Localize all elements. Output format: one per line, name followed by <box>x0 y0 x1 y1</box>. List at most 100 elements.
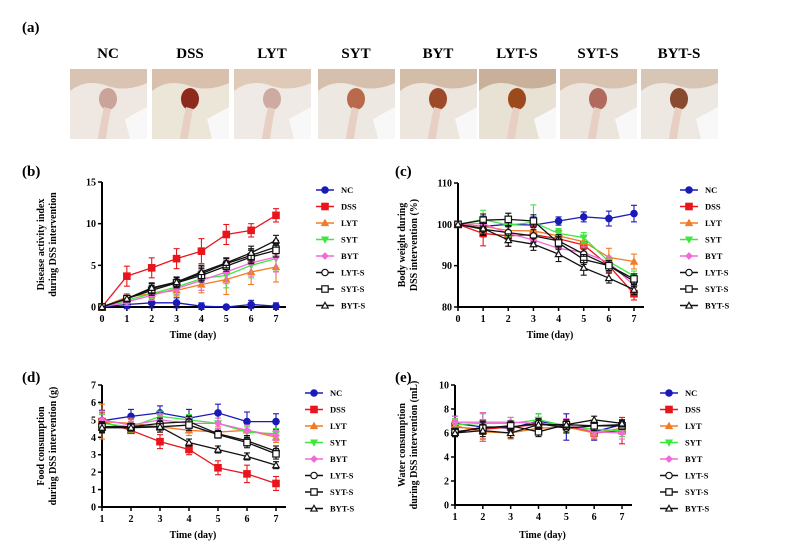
data-point <box>534 420 543 428</box>
legend-label: SYT-S <box>330 487 354 497</box>
data-point <box>630 209 638 218</box>
x-tick-label: 6 <box>249 314 254 325</box>
legend-label: LYT-S <box>705 268 729 278</box>
y-tick-label: 100 <box>437 220 452 231</box>
legend-marker <box>664 421 674 430</box>
data-point <box>272 479 280 488</box>
y-tick-label: 6 <box>444 429 449 440</box>
x-tick-label: 1 <box>124 314 129 325</box>
x-tick-label: 4 <box>536 512 541 523</box>
legend-marker <box>320 236 330 244</box>
legend-b: NC DSS LYT SYT BYT LYT-S SYT-S BYT-S <box>316 185 366 311</box>
legend-marker <box>310 471 318 480</box>
data-point <box>629 257 639 265</box>
photo-byt-s <box>641 69 718 139</box>
data-point <box>214 463 222 472</box>
series-line <box>457 222 635 286</box>
legend-item-nc: NC <box>316 185 353 195</box>
legend-marker <box>320 301 330 309</box>
y-tick-label: 1 <box>91 485 96 496</box>
y-axis-label: Food consumption <box>36 406 47 486</box>
photo-title-byt: BYT <box>422 46 454 62</box>
legend-marker <box>321 202 329 211</box>
legend-marker <box>684 236 694 244</box>
data-point <box>554 217 563 225</box>
data-point <box>242 452 252 460</box>
legend-label: LYT <box>330 421 347 431</box>
x-tick-label: 3 <box>531 314 536 325</box>
legend-marker <box>320 218 330 227</box>
data-point <box>450 428 460 437</box>
legend-label: NC <box>685 388 697 398</box>
data-point <box>451 418 459 427</box>
data-point <box>617 418 627 427</box>
y-axis-label: during DSS intervention <box>48 192 59 297</box>
legend-marker <box>309 421 319 430</box>
legend-marker <box>310 389 318 397</box>
x-tick-label: 5 <box>581 314 586 325</box>
data-point <box>629 285 639 293</box>
y-tick-label: 90 <box>442 261 452 272</box>
data-point <box>122 294 132 302</box>
x-tick-label: 0 <box>100 314 105 325</box>
legend-item-lyt-s: LYT-S <box>680 268 729 278</box>
series-line <box>457 223 635 295</box>
x-tick-label: 3 <box>508 512 513 523</box>
x-tick-label: 7 <box>274 314 279 325</box>
legend-item-syt-s: SYT-S <box>316 284 365 294</box>
y-tick-label: 110 <box>438 179 452 190</box>
data-point <box>243 426 251 435</box>
panel-a-label: (a) <box>22 20 40 36</box>
legend-label: SYT <box>330 438 347 448</box>
series-byt-s <box>450 415 627 439</box>
legend-label: BYT <box>685 454 703 464</box>
data-point <box>630 275 638 283</box>
data-point <box>504 235 513 244</box>
y-tick-label: 10 <box>86 219 96 230</box>
x-tick-label: 7 <box>620 512 625 523</box>
x-tick-label: 2 <box>480 512 485 523</box>
legend-label: DSS <box>685 405 701 415</box>
photo-title-nc: NC <box>97 46 119 62</box>
y-tick-label: 4 <box>91 433 96 444</box>
panel-e-label: (e) <box>395 370 412 386</box>
photo-dss <box>152 69 229 139</box>
chart-c: 80 90 100 110 0 1 2 3 4 5 6 7 Time (day) Body weight … <box>397 179 730 342</box>
series-line <box>101 239 277 308</box>
data-point <box>506 428 515 437</box>
y-tick-label: 3 <box>91 450 96 461</box>
series-line <box>101 302 277 308</box>
x-tick-label: 3 <box>158 514 163 525</box>
data-point <box>272 417 280 426</box>
legend-item-dss: DSS <box>680 202 721 212</box>
y-axis-label: Body weight during <box>397 203 408 287</box>
data-point <box>123 272 131 280</box>
legend-item-lyt: LYT <box>316 218 358 228</box>
legend-label: LYT <box>341 218 358 228</box>
series-byt-s <box>453 219 639 296</box>
data-point <box>579 234 588 242</box>
legend-item-nc: NC <box>305 388 342 398</box>
photo-title-lyt: LYT <box>257 46 287 62</box>
y-tick-label: 0 <box>444 501 449 512</box>
legend-marker <box>664 439 674 447</box>
x-tick-label: 7 <box>632 314 637 325</box>
y-axis-label: during DSS intervention (mL) <box>409 381 420 510</box>
legend-label: SYT <box>341 235 358 245</box>
x-tick-label: 2 <box>506 314 511 325</box>
data-point <box>214 409 222 417</box>
x-axis-label: Time (day) <box>519 530 566 541</box>
x-tick-label: 6 <box>606 314 611 325</box>
legend-marker <box>309 439 319 447</box>
legend-item-byt-s: BYT-S <box>660 504 710 514</box>
legend-item-syt-s: SYT-S <box>680 284 729 294</box>
data-point <box>185 421 193 429</box>
legend-marker <box>685 252 693 260</box>
legend-item-syt-s: SYT-S <box>305 487 354 497</box>
series-line <box>101 258 277 308</box>
legend-item-nc: NC <box>680 185 717 195</box>
legend-marker <box>665 455 673 463</box>
data-point <box>247 300 255 309</box>
x-tick-label: 1 <box>481 314 486 325</box>
